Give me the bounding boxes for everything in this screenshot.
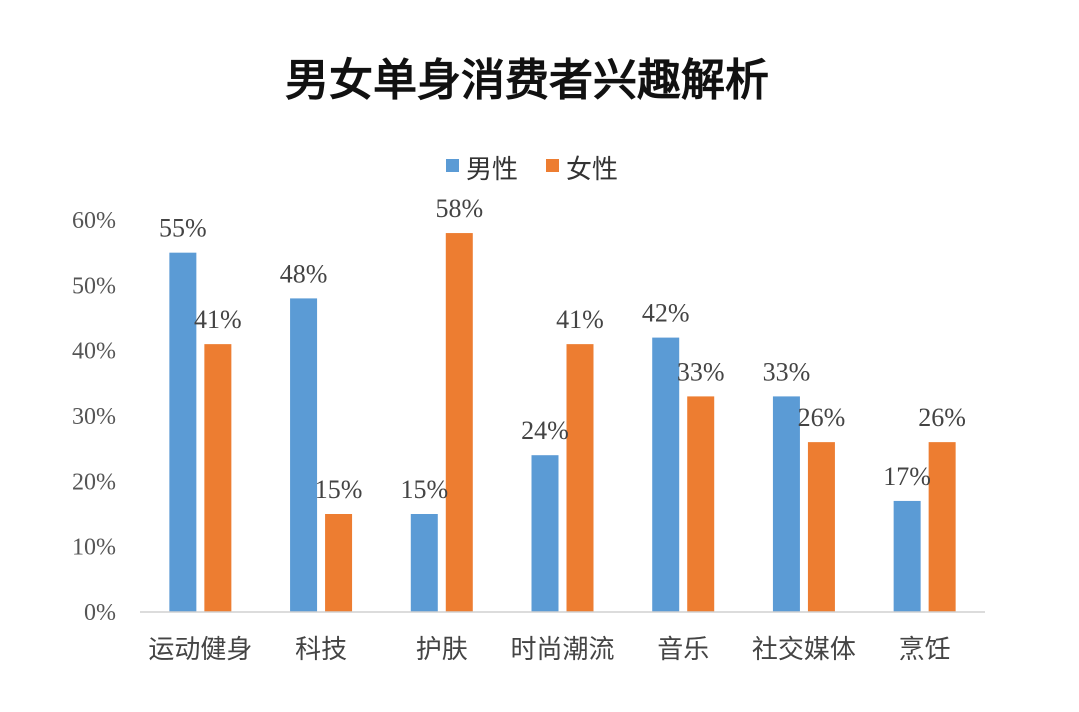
data-label-male: 33%	[763, 357, 811, 386]
data-label-female: 26%	[918, 403, 966, 432]
y-tick-label: 30%	[72, 404, 116, 430]
x-category-label: 音乐	[657, 635, 709, 665]
y-axis: 0% 10% 20% 30% 40% 50% 60%	[72, 208, 116, 626]
y-tick-label: 20%	[72, 469, 116, 495]
bar-female	[325, 514, 353, 612]
legend: 男性 女性	[446, 155, 618, 185]
x-category-label: 时尚潮流	[510, 635, 614, 665]
x-category-label: 护肤	[416, 635, 468, 665]
data-label-male: 17%	[883, 462, 931, 491]
chart-title: 男女单身消费者兴趣解析	[285, 55, 769, 106]
legend-label-male: 男性	[466, 155, 518, 185]
data-label-female: 26%	[798, 403, 846, 432]
data-label-male: 24%	[521, 416, 569, 445]
bar-male	[410, 514, 438, 612]
legend-swatch-male	[446, 159, 459, 172]
x-axis: 运动健身 科技 护肤 时尚潮流 音乐 社交媒体 烹饪	[140, 611, 985, 665]
data-label-male: 48%	[280, 259, 328, 288]
x-category-label: 社交媒体	[752, 635, 856, 665]
data-label-female: 41%	[194, 305, 242, 334]
y-tick-label: 10%	[72, 535, 116, 561]
x-category-label: 科技	[295, 635, 347, 665]
y-tick-label: 50%	[72, 273, 116, 299]
bar-female	[687, 396, 715, 612]
data-label-female: 15%	[315, 475, 363, 504]
bar-male	[893, 500, 921, 612]
x-category-label: 运动健身	[148, 635, 252, 665]
bar-female	[204, 344, 232, 612]
data-label-female: 58%	[435, 194, 483, 223]
legend-label-female: 女性	[566, 155, 618, 185]
legend-swatch-female	[546, 159, 559, 172]
bar-female	[445, 233, 473, 613]
bar-male	[652, 337, 680, 612]
data-labels: 55% 41% 48% 15% 15% 58% 24% 41% 42% 33% 33% 26% 17% 2…	[159, 194, 966, 504]
data-label-female: 41%	[556, 305, 604, 334]
data-label-female: 33%	[677, 357, 725, 386]
bar-female	[807, 442, 835, 612]
bar-female	[928, 442, 956, 612]
y-tick-label: 0%	[84, 600, 116, 626]
data-label-male: 15%	[400, 475, 448, 504]
data-label-male: 55%	[159, 214, 207, 243]
bars	[169, 233, 956, 613]
x-category-label: 烹饪	[899, 635, 951, 665]
bar-female	[566, 344, 594, 612]
y-tick-label: 60%	[72, 208, 116, 234]
y-tick-label: 40%	[72, 339, 116, 365]
bar-male	[169, 252, 197, 612]
bar-male	[531, 455, 559, 612]
bar-male	[290, 298, 318, 612]
data-label-male: 42%	[642, 299, 690, 328]
bar-male	[772, 396, 800, 612]
